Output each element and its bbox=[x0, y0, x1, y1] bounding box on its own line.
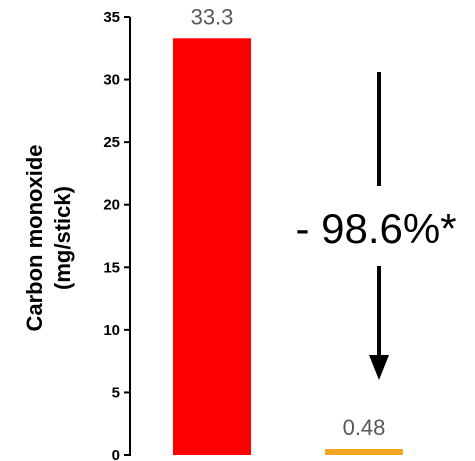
y-tick-label: 5 bbox=[112, 384, 120, 401]
y-tick-label: 0 bbox=[112, 447, 120, 461]
y-tick-label: 15 bbox=[103, 259, 120, 276]
y-axis-label-line2: (mg/stick) bbox=[50, 186, 75, 290]
y-tick-label: 35 bbox=[103, 9, 120, 26]
y-tick-label: 20 bbox=[103, 197, 120, 214]
y-tick-labels: 0 5 10 15 20 25 30 35 bbox=[103, 9, 120, 461]
data-label: 0.48 bbox=[343, 415, 386, 440]
reduction-percentage-label: - 98.6%* bbox=[295, 205, 456, 252]
reduction-annotation: - 98.6%* bbox=[295, 72, 457, 380]
y-axis bbox=[124, 16, 131, 456]
down-arrow-icon bbox=[369, 355, 389, 380]
bar bbox=[173, 38, 251, 455]
bar bbox=[325, 448, 403, 455]
y-axis-label-line1: Carbon monoxide bbox=[22, 144, 47, 331]
y-tick-label: 25 bbox=[103, 134, 120, 151]
y-tick-label: 30 bbox=[103, 72, 120, 89]
data-label: 33.3 bbox=[191, 4, 234, 29]
data-labels: 33.3 0.48 bbox=[191, 4, 386, 440]
y-tick-label: 10 bbox=[103, 322, 120, 339]
bars bbox=[173, 38, 403, 455]
